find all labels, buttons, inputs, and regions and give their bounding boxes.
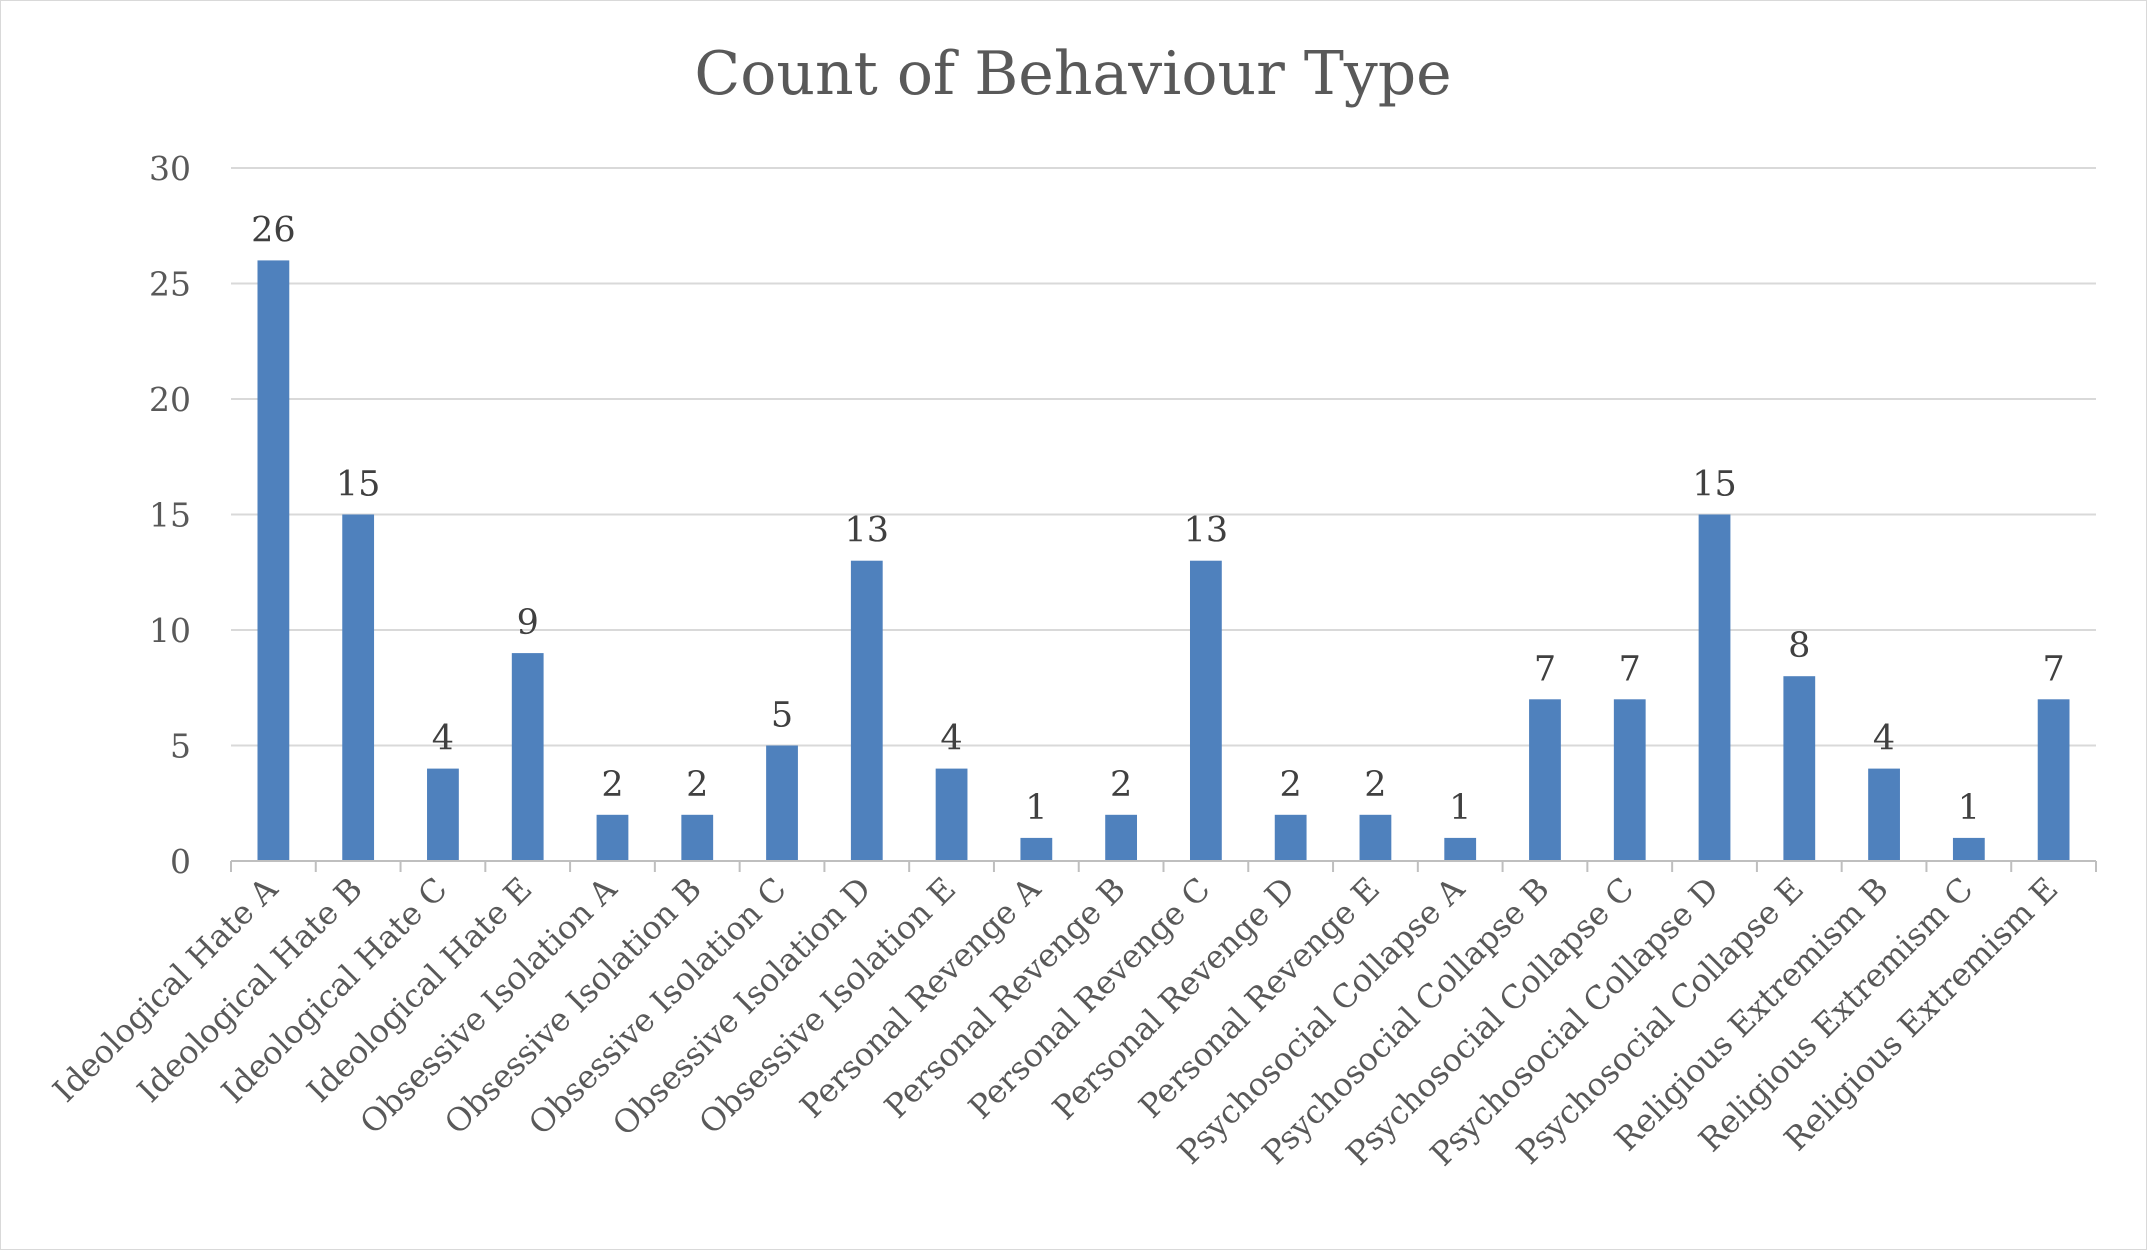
data-label: 9 xyxy=(517,603,539,643)
data-label: 13 xyxy=(1184,511,1229,551)
bar xyxy=(1189,560,1222,861)
bar xyxy=(681,814,714,861)
data-labels: 26 15 4 9 2 2 5 13 4 1 2 13 2 2 1 7 7 15 8 4 1 7 xyxy=(251,210,2065,828)
bar xyxy=(1783,676,1816,861)
bar xyxy=(1868,768,1900,861)
y-tick-label: 5 xyxy=(170,727,191,766)
bar xyxy=(1529,699,1561,861)
data-label: 4 xyxy=(432,719,454,759)
data-label: 2 xyxy=(1110,765,1132,805)
data-label: 26 xyxy=(251,210,296,250)
bar xyxy=(1020,837,1053,861)
y-tick-label: 0 xyxy=(170,842,191,881)
data-label: 2 xyxy=(1280,765,1302,805)
data-label: 8 xyxy=(1788,626,1810,666)
bar xyxy=(1952,837,1985,861)
data-label: 1 xyxy=(1958,788,1980,828)
bar xyxy=(2037,699,2070,861)
data-label: 7 xyxy=(2042,649,2064,689)
axes xyxy=(230,860,2097,872)
bar xyxy=(850,560,883,861)
bar xyxy=(427,768,459,861)
y-tick-label: 10 xyxy=(149,611,191,650)
data-label: 4 xyxy=(1873,719,1895,759)
y-tick-label: 20 xyxy=(149,380,191,419)
y-axis-tick-labels: 0 5 10 15 20 25 30 xyxy=(149,149,191,881)
bar xyxy=(511,653,544,861)
data-label: 2 xyxy=(1364,765,1386,805)
data-label: 1 xyxy=(1449,788,1471,828)
gridlines xyxy=(231,167,2096,747)
data-label: 4 xyxy=(940,719,962,759)
data-label: 15 xyxy=(336,465,381,505)
data-label: 15 xyxy=(1692,465,1737,505)
data-label: 7 xyxy=(1534,649,1556,689)
data-label: 2 xyxy=(601,765,623,805)
bar xyxy=(766,745,798,861)
y-tick-label: 25 xyxy=(149,265,191,304)
data-label: 7 xyxy=(1619,649,1641,689)
bar xyxy=(1613,699,1646,861)
data-label: 2 xyxy=(686,765,708,805)
bars xyxy=(257,260,2070,861)
y-tick-label: 30 xyxy=(149,149,191,188)
data-label: 13 xyxy=(845,511,890,551)
bar xyxy=(596,814,629,861)
chart-title: Count of Behaviour Type xyxy=(694,39,1451,109)
bar xyxy=(1444,837,1477,861)
bar xyxy=(1105,814,1138,861)
data-label: 1 xyxy=(1025,788,1047,828)
bar xyxy=(1698,514,1731,861)
bar xyxy=(342,514,375,861)
bar xyxy=(935,768,968,861)
bar xyxy=(257,260,290,861)
data-label: 5 xyxy=(771,696,793,736)
y-tick-label: 15 xyxy=(149,496,191,535)
bar xyxy=(1274,814,1307,861)
bar xyxy=(1359,814,1392,861)
